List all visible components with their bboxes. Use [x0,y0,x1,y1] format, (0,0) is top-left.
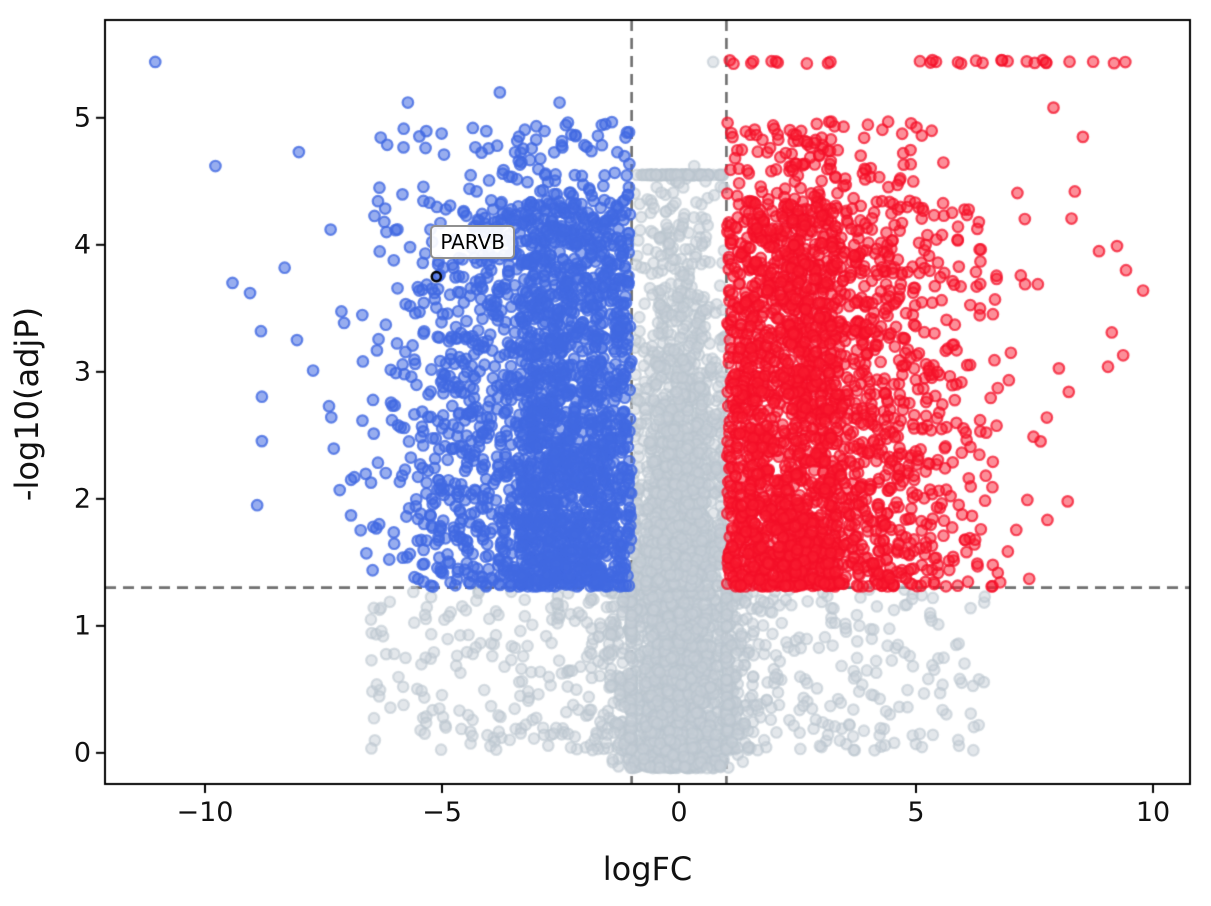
x-tick-label: −10 [176,797,234,828]
gene-annotation-label: PARVB [430,224,515,259]
x-axis-label: logFC [602,850,693,888]
x-tick-label: 5 [907,797,925,828]
y-axis-label: -log10(adjP) [8,306,46,502]
y-tick-label: 3 [73,356,91,388]
x-tick-label: 10 [1135,797,1171,828]
x-tick-label: −5 [422,797,462,828]
y-tick-label: 0 [73,737,91,769]
x-tick-label: 0 [670,797,688,828]
y-tick-label: 2 [73,483,91,515]
y-tick-label: 1 [73,610,91,642]
y-tick-label: 5 [73,102,91,134]
y-tick-label: 4 [73,229,91,261]
